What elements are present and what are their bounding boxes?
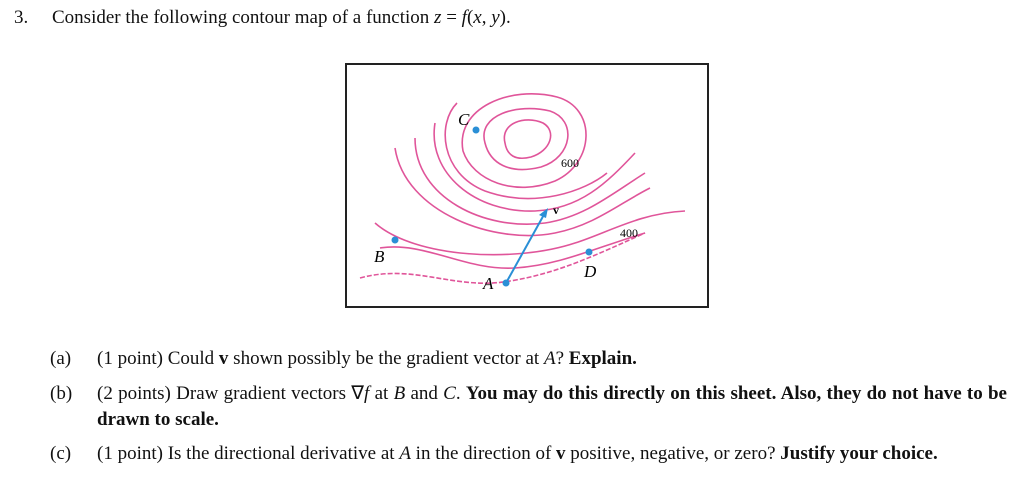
point-label: D: [583, 262, 597, 281]
points: [391, 126, 593, 287]
math: z: [434, 7, 442, 28]
part-text: (1 point) Is the directional derivative …: [97, 441, 1007, 467]
math: A: [543, 348, 556, 369]
problem-number: 3.: [14, 7, 29, 28]
point: [472, 126, 480, 134]
bold: v: [556, 443, 566, 464]
contour: [394, 147, 651, 237]
point-label: A: [482, 274, 494, 293]
bold: Justify your choice.: [780, 443, 938, 464]
contour: [374, 210, 686, 256]
point-label: C: [458, 110, 470, 129]
math: f: [461, 7, 467, 28]
contour: [444, 102, 608, 200]
vector-v: [505, 210, 547, 284]
contour-figure: C 600 v 400 B A D: [345, 63, 709, 308]
math: A: [399, 443, 411, 464]
point: [502, 279, 510, 287]
part-label: (b): [50, 383, 73, 404]
text: (1 point) Could: [97, 348, 219, 369]
text: .: [455, 383, 466, 404]
arrow-head: [539, 208, 548, 218]
contour: [379, 232, 646, 269]
text: at: [369, 383, 394, 404]
contour: [483, 107, 569, 171]
math: x: [473, 7, 482, 28]
bold: Explain.: [568, 348, 637, 369]
text: ,: [481, 7, 492, 28]
math: y: [491, 7, 500, 28]
vector-label: v: [553, 203, 559, 217]
point: [585, 248, 593, 256]
text: in the direction of: [410, 443, 557, 464]
text: Consider the following contour map of a …: [52, 7, 435, 28]
problem-intro: Consider the following contour map of a …: [52, 5, 511, 31]
text: shown possibly be the gradient vector at: [228, 348, 544, 369]
bold: v: [218, 348, 229, 369]
part-text: (1 point) Could v shown possibly be the …: [97, 346, 1007, 372]
contour: [433, 122, 636, 212]
contour: [503, 119, 552, 159]
text: (1 point) Is the directional derivative …: [97, 443, 400, 464]
bold: You may do this directly on this sheet. …: [97, 383, 1007, 430]
part-label: (c): [50, 443, 72, 464]
contours: [359, 93, 686, 285]
text: (2 points) Draw gradient vectors: [97, 383, 352, 404]
text: =: [441, 7, 462, 28]
text: and: [405, 383, 444, 404]
math: f: [364, 383, 370, 404]
contour-label: 400: [620, 226, 638, 240]
point-label: B: [374, 247, 385, 266]
text: ).: [499, 7, 511, 28]
part-text: (2 points) Draw gradient vectors ∇f at B…: [97, 381, 1007, 433]
text: positive, negative, or zero?: [565, 443, 781, 464]
point: [391, 236, 399, 244]
contour: [359, 232, 646, 285]
math: B: [393, 383, 406, 404]
math: ∇: [351, 383, 365, 404]
part-label: (a): [50, 348, 72, 369]
math: C: [443, 383, 456, 404]
text: ?: [555, 348, 569, 369]
figure-frame: [345, 63, 709, 308]
contour: [461, 93, 587, 189]
contour: [414, 137, 646, 225]
contour-label: 600: [561, 156, 579, 170]
text: (: [466, 7, 474, 28]
